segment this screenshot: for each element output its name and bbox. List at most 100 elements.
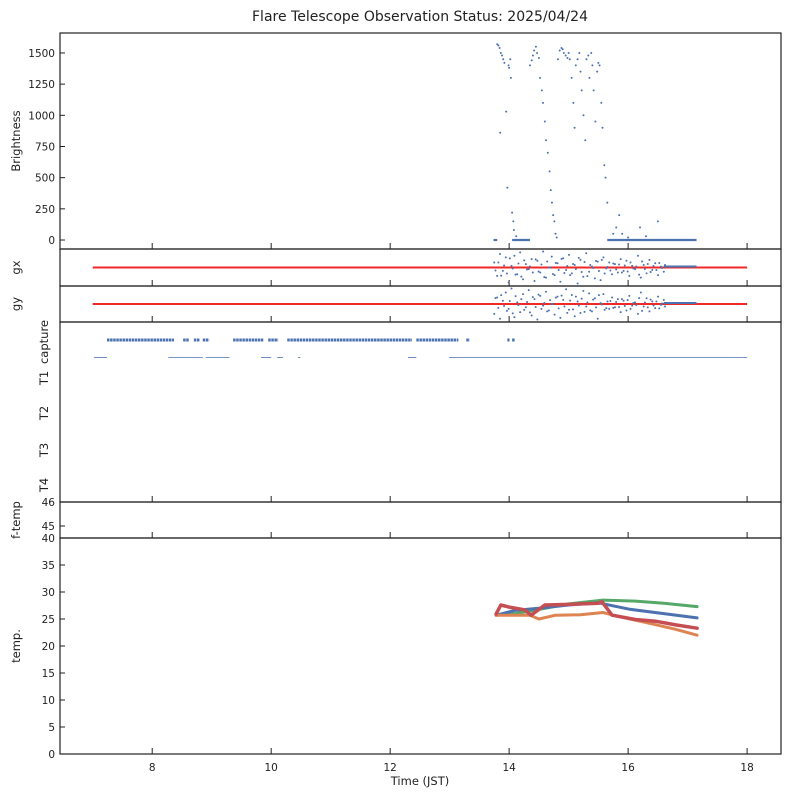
gx-point <box>511 267 514 270</box>
gy-point <box>523 308 526 311</box>
gx-point <box>631 264 634 267</box>
gy-point <box>639 291 642 294</box>
gy-point <box>603 308 606 311</box>
temp-panel-frame <box>59 537 782 755</box>
brightness-point <box>587 54 590 57</box>
gx-point <box>526 268 529 271</box>
brightness-point <box>618 214 621 217</box>
gy-point <box>629 307 632 310</box>
gx-point <box>554 261 557 264</box>
gx-point <box>549 266 552 269</box>
gy-point <box>517 303 520 306</box>
temp-y-tick-label: 30 <box>42 587 55 599</box>
brightness-point <box>498 46 501 49</box>
gy-point <box>615 301 618 304</box>
gx-point <box>615 268 618 271</box>
gy-point <box>589 309 592 312</box>
gx-point <box>507 281 510 284</box>
brightness-point <box>508 66 511 69</box>
gx-point <box>602 256 605 259</box>
gy-point <box>542 304 545 307</box>
x-axis-label: Time (JST) <box>390 774 450 788</box>
gx-point <box>589 263 592 266</box>
brightness-point <box>562 51 565 54</box>
gx-point <box>536 259 539 262</box>
brightness-point <box>495 239 498 242</box>
brightness-point <box>568 58 571 61</box>
gy-point <box>631 304 634 307</box>
gy-point <box>583 310 586 313</box>
gy-point <box>494 297 497 300</box>
gy-point <box>663 305 666 308</box>
gy-point <box>560 294 563 297</box>
gx-point <box>596 260 599 263</box>
gx-point <box>658 261 661 264</box>
gy-point <box>646 306 649 309</box>
gx-point <box>606 265 609 268</box>
gy-point <box>651 300 654 303</box>
x-tick-label: 8 <box>149 762 156 774</box>
gy-point <box>611 296 614 299</box>
brightness-y-tick-label: 0 <box>48 235 55 247</box>
gx-point <box>553 274 556 277</box>
gy-point <box>580 297 583 300</box>
gy-point <box>510 287 513 290</box>
temp-y-tick-label: 40 <box>42 533 55 545</box>
gx-point <box>648 258 651 261</box>
gx-point <box>540 263 543 266</box>
gy-point <box>522 293 525 296</box>
gx-point <box>497 261 500 264</box>
gx-point <box>533 279 536 282</box>
gy-point <box>533 298 536 301</box>
gx-point <box>557 269 560 272</box>
brightness-point <box>603 164 606 167</box>
gx-point <box>663 263 666 266</box>
brightness-point <box>556 58 559 61</box>
gx-point <box>574 268 577 271</box>
brightness-point <box>579 70 582 73</box>
gy-point <box>497 306 500 309</box>
gy-point <box>655 300 658 303</box>
gy-point <box>616 298 619 301</box>
gx-point <box>559 280 562 283</box>
brightness-point <box>528 64 531 67</box>
brightness-point <box>534 45 537 48</box>
gx-point <box>623 264 626 267</box>
gy-point <box>625 309 628 312</box>
brightness-y-tick-label: 1000 <box>28 110 55 122</box>
gy-point <box>597 294 600 297</box>
gy-point <box>503 304 506 307</box>
gx-point <box>611 273 614 276</box>
gx-point <box>632 267 635 270</box>
gx-point <box>572 262 575 265</box>
brightness-y-tick-label: 250 <box>35 204 55 216</box>
gx-point <box>659 265 662 268</box>
gy-point <box>635 303 638 306</box>
gy-point <box>543 302 546 305</box>
gx-point <box>551 273 554 276</box>
gx-point <box>500 274 503 277</box>
brightness-point <box>656 220 659 223</box>
brightness-point <box>580 89 583 92</box>
x-tick-label: 18 <box>740 762 753 774</box>
brightness-point <box>621 232 624 235</box>
gx-point <box>528 265 531 268</box>
brightness-y-tick-label: 1500 <box>28 48 55 60</box>
gy-point <box>626 299 629 302</box>
brightness-point <box>493 239 496 242</box>
gy-point <box>519 311 522 314</box>
gy-point <box>632 302 635 305</box>
brightness-point <box>584 139 587 142</box>
gy-point <box>569 299 572 302</box>
gy-point <box>645 297 648 300</box>
gx-point <box>562 257 565 260</box>
gy-point <box>527 289 530 292</box>
gx-point <box>530 258 533 261</box>
gx-point <box>599 279 602 282</box>
gx-point <box>501 269 504 272</box>
brightness-point <box>597 61 600 64</box>
gx-point <box>539 271 542 274</box>
brightness-point <box>585 58 588 61</box>
gy-point <box>551 303 554 305</box>
gy-point <box>499 317 502 320</box>
